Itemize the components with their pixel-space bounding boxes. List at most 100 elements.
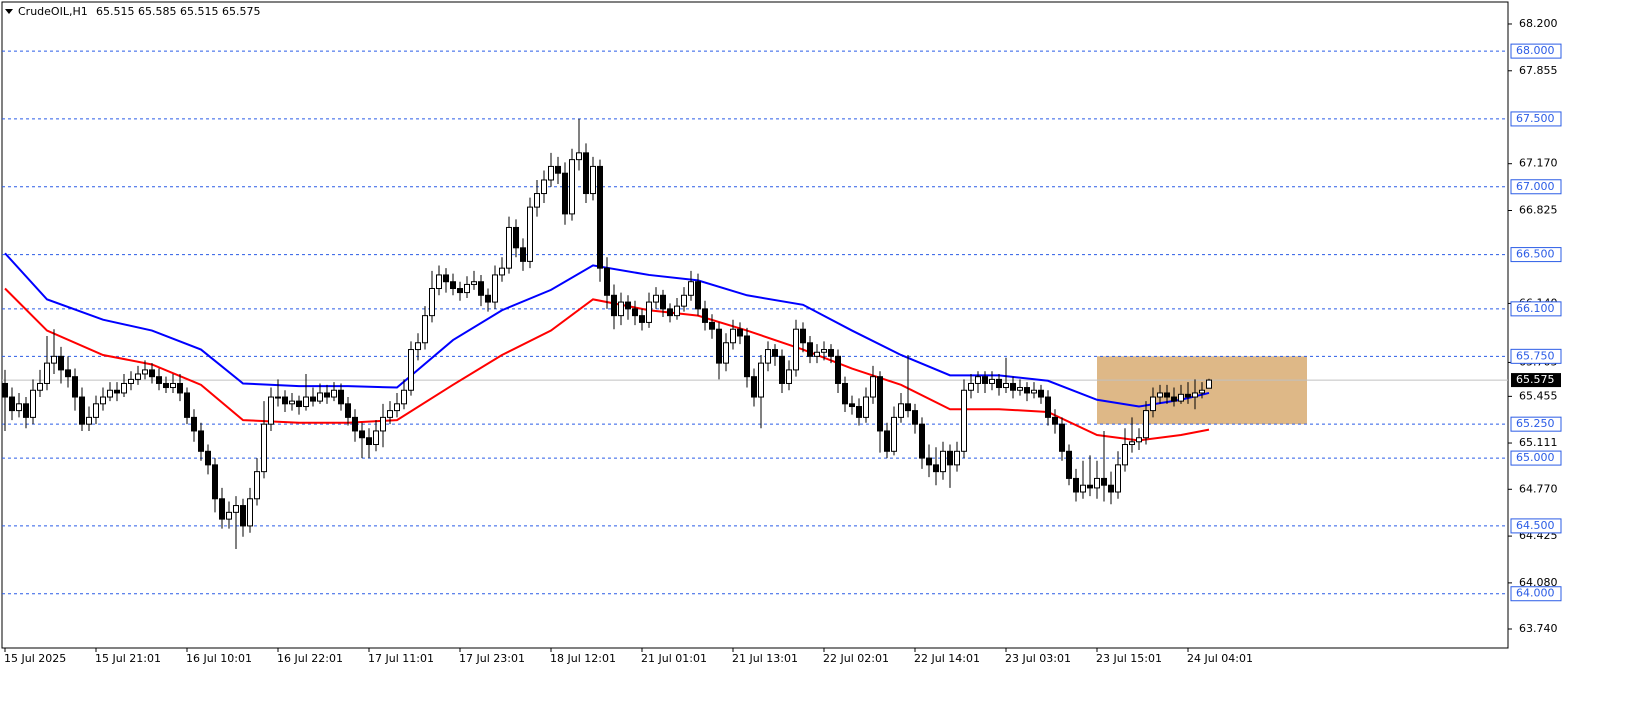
candle-body [667,308,673,317]
y-tick-label: 65.455 [1519,389,1558,402]
candle-body [51,355,57,364]
candle-body [548,165,554,181]
candle-body [1066,450,1072,479]
candle-body [821,349,827,353]
candle-body [9,396,15,412]
candle-body [807,342,813,357]
level-label-box [1510,301,1562,317]
candle-body [233,505,239,513]
level-label-box [1510,416,1562,432]
candle-body [856,406,862,418]
candle-body [597,165,603,269]
candle-body [674,305,680,317]
candle-body [2,382,8,398]
candle-body [520,247,526,262]
candle-body [534,193,540,208]
candle-body [1199,389,1205,394]
level-label: 65.750 [1516,349,1555,362]
candle-body [282,396,288,405]
candle-body [961,389,967,452]
candle-body [926,457,932,466]
candle-body [793,328,799,371]
x-tick-label: 22 Jul 14:01 [914,652,980,665]
level-label: 65.000 [1516,451,1555,464]
level-label-box [1510,586,1562,602]
level-label-box [1510,450,1562,466]
candle-body [275,396,281,399]
candle-body [387,410,393,418]
candle-body [786,369,792,384]
candle-body [905,403,911,412]
candle-body [268,396,274,425]
candle-body [1129,441,1135,446]
candle-body [464,283,470,294]
candle-body [779,355,785,384]
candle-body [310,396,316,402]
y-tick-label: 64.770 [1519,482,1558,495]
candle-body [940,450,946,473]
candle-body [1143,410,1149,439]
candle-body [933,464,939,473]
candle-body [632,308,638,317]
candle-body [415,342,421,351]
candle-body [681,294,687,307]
candle-body [121,382,127,394]
header-quote: 65.575 [222,5,261,18]
candle-body [884,430,890,452]
candle-body [996,378,1002,389]
candle-body [443,274,449,283]
candle-body [604,267,610,296]
candle-body [646,301,652,323]
candle-body [212,464,218,500]
level-label: 65.250 [1516,417,1555,430]
level-label: 67.000 [1516,180,1555,193]
candle-body [1038,389,1044,398]
candle-body [1017,387,1023,391]
candle-body [576,152,582,161]
level-label: 64.000 [1516,587,1555,600]
candle-body [1059,423,1065,452]
candle-body [1052,416,1058,425]
candle-body [660,294,666,310]
moving-average [4,252,1210,408]
candle-body [156,376,162,384]
x-tick-label: 17 Jul 23:01 [459,652,525,665]
candle-body [394,403,400,412]
candle-body [128,378,134,384]
candle-body [898,403,904,418]
candle-body [373,430,379,446]
candle-body [58,355,64,371]
candle-body [744,335,750,378]
candle-body [982,376,988,384]
candle-body [758,362,764,398]
x-tick-label: 15 Jul 2025 [4,652,66,665]
candle-body [135,373,141,380]
candle-body [485,294,491,303]
x-tick-label: 16 Jul 10:01 [186,652,252,665]
candle-body [611,294,617,317]
candle-body [513,226,519,249]
candle-body [1031,389,1037,394]
x-tick-label: 21 Jul 13:01 [732,652,798,665]
candle-body [541,179,547,195]
candle-body [1087,484,1093,489]
candle-body [191,416,197,432]
header-menu-arrow [5,9,13,14]
candle-body [772,349,778,357]
candle-body [1171,396,1177,402]
candle-body [317,392,323,402]
candle-body [562,172,568,215]
candle-body [100,396,106,405]
candle-body [618,301,624,317]
level-label-box [1510,43,1562,59]
candle-body [247,498,253,527]
candle-body [303,396,309,408]
candle-body [947,450,953,466]
candle-body [730,328,736,344]
candle-body [93,403,99,418]
candle-body [142,369,148,375]
candle-body [1024,387,1030,394]
candle-body [72,376,78,398]
